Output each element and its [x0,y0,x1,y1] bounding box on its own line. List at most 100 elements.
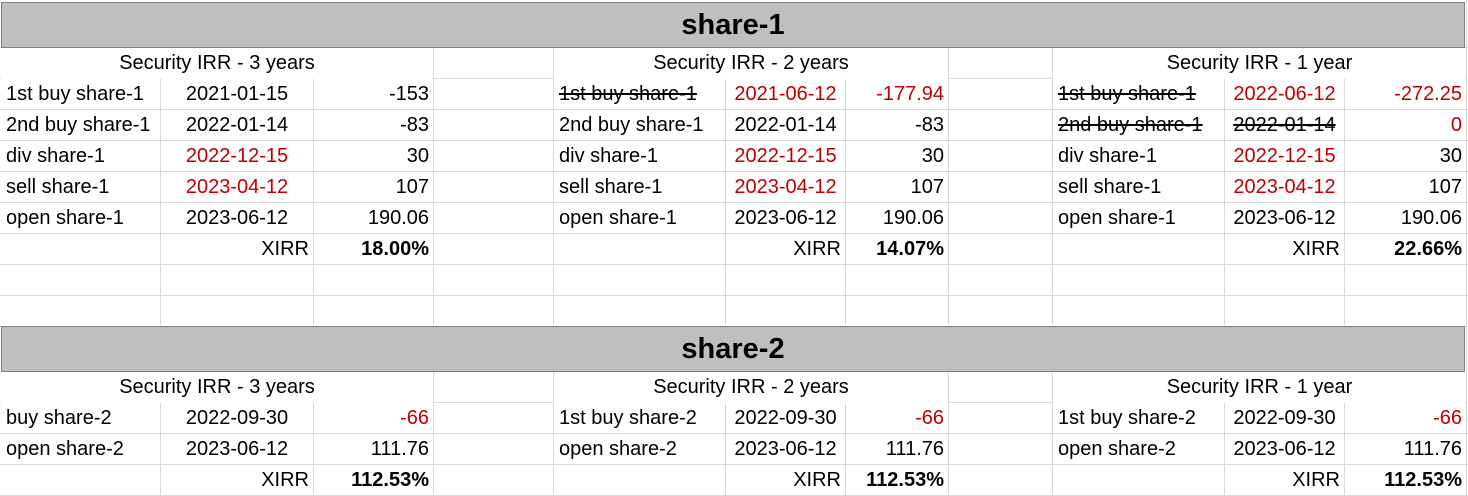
row-value: 30 [406,145,429,167]
row-label: 1st buy share-2 [1058,407,1196,429]
row-label: 2nd buy share-1 [6,114,151,136]
row-label: open share-1 [559,207,677,229]
row-label: open share-1 [6,207,124,229]
row-value: 107 [910,176,944,198]
row-date: 2023-06-12 [185,438,289,460]
xirr-value: 112.53% [866,469,944,491]
row-date: 2021-06-12 [734,83,837,105]
gridline [433,371,434,496]
row-value: 107 [395,176,429,198]
row-value: 111.76 [885,438,944,460]
row-value: 190.06 [367,207,429,229]
xirr-label: XIRR [1292,469,1340,491]
row-value: -66 [400,407,429,429]
row-date: 2023-06-12 [185,207,289,229]
row-date: 2023-06-12 [1233,207,1336,229]
gridline [0,464,1468,465]
row-label: open share-1 [1058,207,1176,229]
gridline [725,47,726,325]
row-date: 2023-04-12 [185,176,289,198]
block-header: Security IRR - 3 years [1,372,433,403]
row-value: -83 [400,114,429,136]
gridline [313,47,314,325]
row-value: 30 [1439,145,1462,167]
gridline [160,371,161,496]
gridline [1224,47,1225,325]
xirr-label: XIRR [261,238,309,260]
gridline [1344,47,1345,325]
xirr-label: XIRR [261,469,309,491]
row-value: -272.25 [1394,83,1462,105]
row-value: 190.06 [1400,207,1462,229]
gridline [0,202,1468,203]
gridline [433,47,434,325]
row-date: 2022-09-30 [734,407,837,429]
gridline [948,371,949,496]
row-value: -153 [388,83,429,105]
row-date: 2023-04-12 [734,176,837,198]
row-date: 2023-06-12 [734,438,837,460]
row-date: 2023-06-12 [734,207,837,229]
row-label: div share-1 [559,145,658,167]
row-label: open share-2 [559,438,677,460]
row-value: -83 [915,114,944,136]
row-date: 2022-01-14 [734,114,837,136]
row-date: 2022-09-30 [185,407,289,429]
row-value: -177.94 [876,83,944,105]
block-header: Security IRR - 2 years [554,48,948,79]
gridline [1344,371,1345,496]
row-date: 2022-12-15 [185,145,289,167]
row-label: 1st buy share-2 [559,407,697,429]
block-header: Security IRR - 1 year [1053,372,1466,403]
gridline [845,371,846,496]
gridline [948,47,949,325]
row-date: 2022-01-14 [1233,114,1336,136]
gridline [725,371,726,496]
gridline [0,109,1468,110]
row-value: -66 [915,407,944,429]
xirr-value: 14.07% [876,238,944,260]
row-label: buy share-2 [6,407,112,429]
gridline [845,47,846,325]
xirr-value: 112.53% [351,469,429,491]
xirr-value: 18.00% [361,238,429,260]
gridline [1224,371,1225,496]
row-date: 2021-01-15 [185,83,289,105]
row-label: div share-1 [6,145,105,167]
gridline [160,47,161,325]
row-date: 2022-01-14 [185,114,289,136]
gridline [553,371,554,496]
xirr-value: 112.53% [1384,469,1462,491]
gridline [0,140,1468,141]
gridline [313,371,314,496]
row-label: open share-2 [1058,438,1176,460]
row-label: sell share-1 [1058,176,1162,198]
gridline [0,295,1468,296]
row-label: sell share-1 [6,176,110,198]
row-label: 2nd buy share-1 [559,114,704,136]
row-value: 0 [1450,114,1462,136]
xirr-value: 22.66% [1394,238,1462,260]
gridline [0,433,1468,434]
row-date: 2022-12-15 [1233,145,1336,167]
row-value: 111.76 [1403,438,1462,460]
row-label: open share-2 [6,438,124,460]
row-label: 2nd buy share-1 [1058,114,1203,136]
section-title-share-1: share-1 [1,2,1465,48]
section-title-share-2: share-2 [1,326,1465,372]
xirr-label: XIRR [1292,238,1340,260]
row-value: 107 [1428,176,1462,198]
row-label: 1st buy share-1 [559,83,697,105]
block-header: Security IRR - 3 years [1,48,433,79]
row-date: 2023-06-12 [1233,438,1336,460]
gridline [553,47,554,325]
xirr-label: XIRR [793,238,841,260]
row-date: 2022-06-12 [1233,83,1336,105]
row-value: 30 [921,145,944,167]
gridline [0,233,1468,234]
row-value: 190.06 [882,207,944,229]
row-value: -66 [1433,407,1462,429]
row-date: 2023-04-12 [1233,176,1336,198]
gridline [1052,47,1053,325]
